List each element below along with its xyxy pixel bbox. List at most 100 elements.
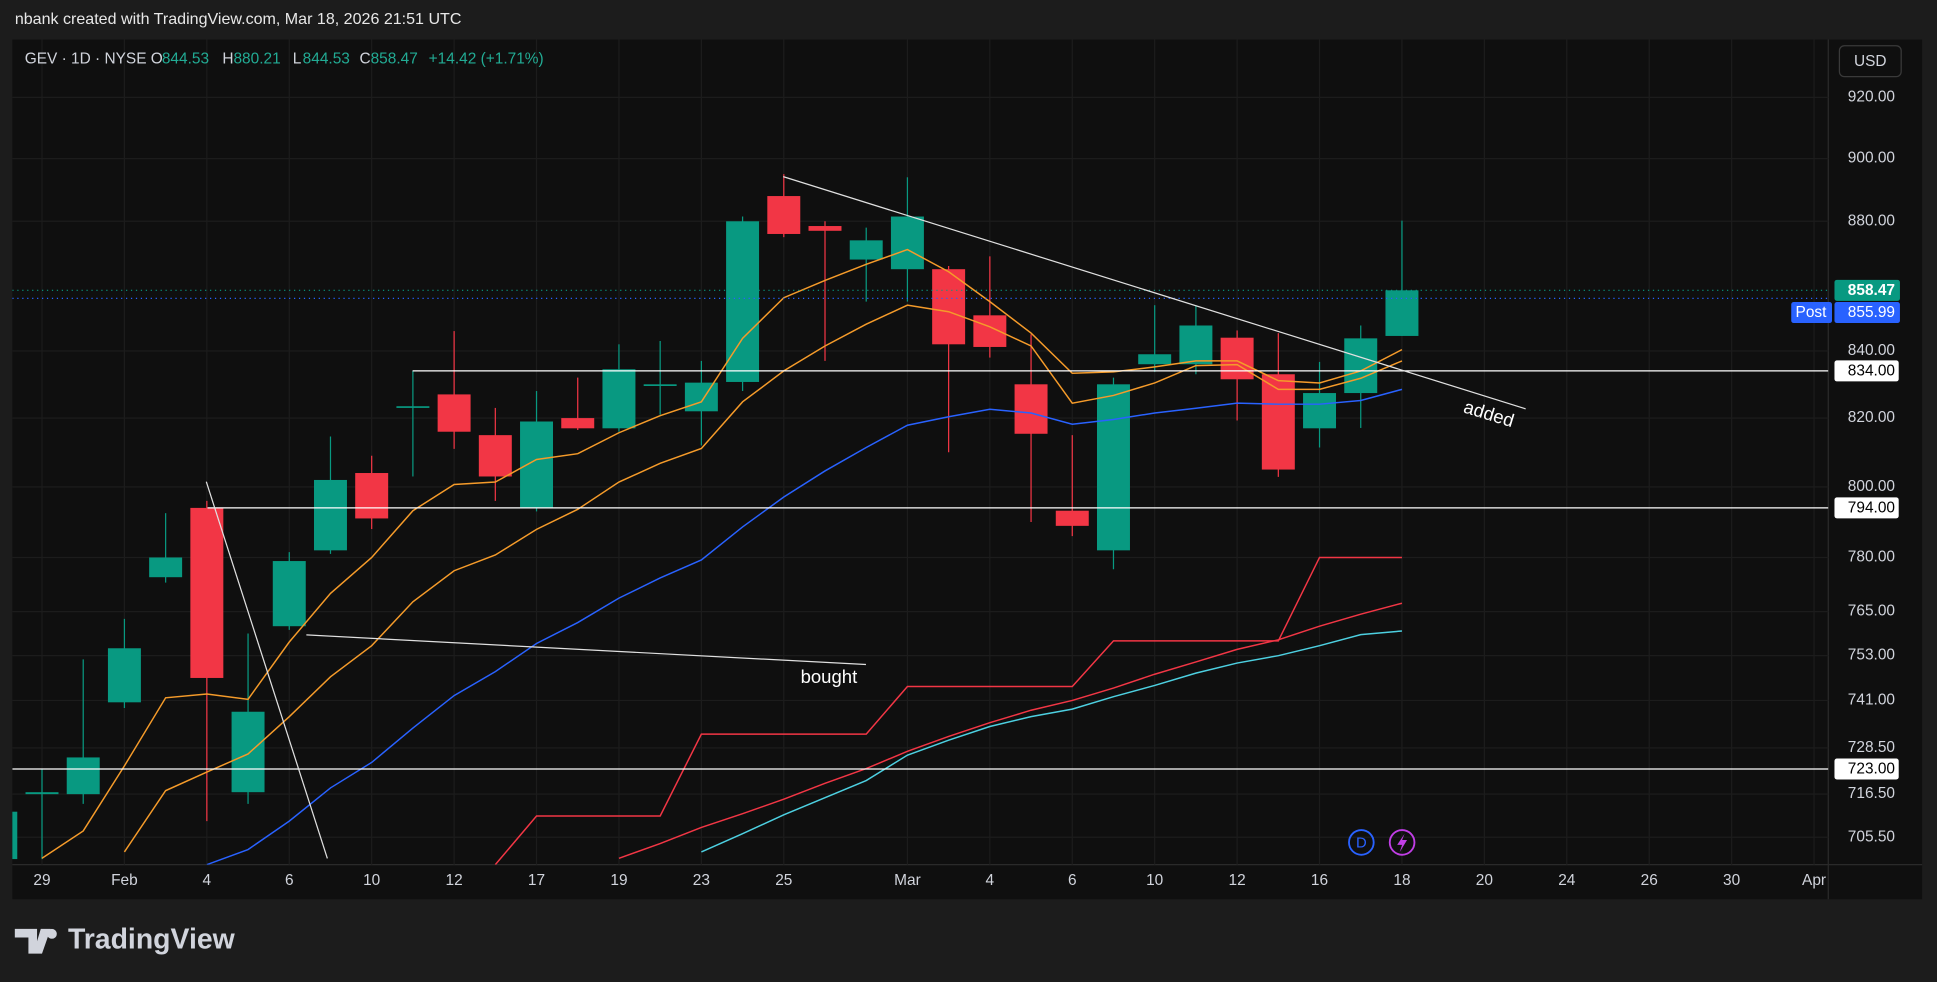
ohlc-label: C (359, 50, 370, 67)
legend: GEV · 1D · NYSE O 844.53 H 880.21 L 844.… (25, 50, 544, 67)
candle-body (520, 421, 554, 508)
icon[interactable] (1348, 829, 1375, 856)
candle-body (602, 369, 636, 429)
ohlc-value: 880.21 (233, 50, 280, 67)
indicator-line (206, 388, 1403, 865)
x-tick-label: 10 (363, 872, 380, 889)
level-label: 834.00 (1848, 363, 1895, 380)
price-label: 858.47 (1848, 282, 1895, 299)
candle-body (355, 473, 389, 519)
candle-body (25, 792, 59, 795)
price-axis: 920.00 900.00 880.00 840.00 820.00 800.00 780.… (1791, 88, 1900, 845)
candle-body (726, 221, 760, 382)
logo-icon (14, 928, 57, 954)
ohlc-label: L (293, 50, 302, 67)
logo: TradingView (14, 924, 236, 956)
post-value: 855.99 (1848, 304, 1895, 321)
x-tick-label: 26 (1641, 872, 1658, 889)
candle-body (66, 757, 100, 795)
level-label: 723.00 (1848, 761, 1895, 778)
grid (12, 39, 1829, 865)
price-badge (1834, 279, 1900, 301)
y-tick-label: 716.50 (1848, 785, 1895, 802)
x-tick-label: 20 (1476, 872, 1493, 889)
symbol: GEV · 1D · NYSE (25, 50, 147, 67)
y-tick-label: 920.00 (1848, 88, 1895, 105)
candle-body (107, 648, 141, 703)
candle-body (849, 240, 883, 260)
post-label: Post (1796, 304, 1828, 321)
x-tick-label: 10 (1146, 872, 1163, 889)
x-tick-label: Mar (894, 872, 921, 889)
candle-body (437, 394, 471, 432)
trend-line (205, 481, 328, 859)
x-tick-label: 18 (1393, 872, 1410, 889)
x-tick-label: 6 (285, 872, 294, 889)
y-tick-label: 900.00 (1848, 150, 1895, 167)
candle-body (149, 557, 183, 578)
x-tick-label: 16 (1311, 872, 1328, 889)
lightning-icon (1397, 833, 1408, 853)
indicator-line (123, 304, 1403, 853)
x-tick-label: 29 (33, 872, 50, 889)
y-tick-label: 840.00 (1848, 342, 1895, 359)
level-badge (1834, 758, 1899, 780)
currency-button[interactable] (1838, 45, 1902, 78)
level-badge (1834, 497, 1899, 519)
drawings: added bought (205, 176, 1526, 859)
candle-body (1220, 337, 1254, 380)
candle-body (272, 561, 306, 627)
ohlc-value: 858.47 (371, 50, 418, 67)
x-tick-label: 12 (446, 872, 463, 889)
candle-body (396, 406, 430, 408)
candle-body (1096, 384, 1130, 551)
y-tick-label: 741.00 (1848, 692, 1895, 709)
y-tick-label: 765.00 (1848, 603, 1895, 620)
x-tick-label: 12 (1229, 872, 1246, 889)
icon[interactable] (1388, 829, 1416, 856)
candle-body (1261, 374, 1295, 470)
candle-body (1179, 325, 1213, 365)
icon-label: D (1356, 836, 1367, 852)
candle-body (561, 418, 595, 429)
candle-body (12, 811, 18, 860)
candle-body (313, 479, 347, 551)
candle-body (643, 384, 677, 386)
y-tick-label: 800.00 (1848, 478, 1895, 495)
candle-body (478, 435, 512, 477)
currency-label: USD (1854, 53, 1887, 70)
x-tick-label: 30 (1723, 872, 1740, 889)
ohlc-value: 844.53 (303, 50, 350, 67)
post-badge (1834, 302, 1900, 324)
x-tick-label: 4 (986, 872, 995, 889)
candle-body (231, 711, 265, 793)
candle-body (973, 315, 1007, 347)
x-tick-label: Apr (1802, 872, 1826, 889)
x-tick-label: 25 (775, 872, 792, 889)
candle-body (190, 507, 224, 678)
candle-body (767, 196, 801, 234)
level-label: 794.00 (1848, 500, 1895, 517)
candle-body (1138, 354, 1172, 365)
x-tick-label: 4 (203, 872, 212, 889)
candle-body (1303, 393, 1337, 429)
annotation: bought (801, 666, 858, 687)
x-tick-label: 23 (693, 872, 710, 889)
plot (12, 174, 1829, 865)
ohlc-label: H (222, 50, 233, 67)
ohlc-value: 844.53 (162, 50, 209, 67)
y-tick-label: 705.50 (1848, 828, 1895, 845)
y-tick-label: 880.00 (1848, 212, 1895, 229)
candle-body (808, 226, 842, 231)
candle-body (1385, 290, 1419, 336)
y-tick-label: 820.00 (1848, 409, 1895, 426)
x-tick-label: 17 (528, 872, 545, 889)
y-tick-label: 753.00 (1848, 647, 1895, 664)
candle-body (1014, 384, 1048, 434)
y-tick-label: 780.00 (1848, 549, 1895, 566)
indicator-icons: D (1348, 829, 1416, 856)
candle-body (1055, 510, 1089, 526)
ohlc-label: O (151, 50, 163, 67)
